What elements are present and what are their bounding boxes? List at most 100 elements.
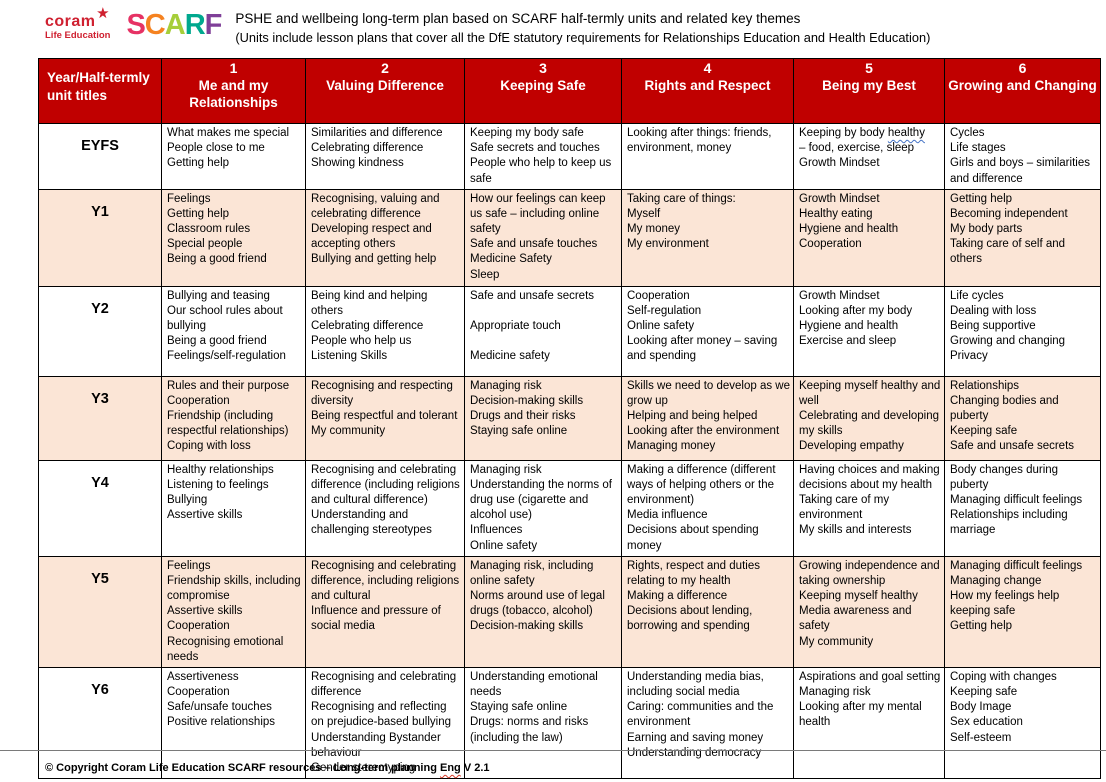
table-row-y1: Y1 Feelings Getting help Classroom rules…: [38, 188, 1101, 287]
cell-text: Keeping by body: [799, 127, 888, 139]
cell: Keeping my body safe Safe secrets and to…: [464, 123, 622, 190]
col-header-label: Valuing Difference: [326, 78, 444, 94]
table-row-y4: Y4 Healthy relationships Listening to fe…: [38, 459, 1101, 557]
header-row: Year/Half-termly unit titles 1 Me and my …: [38, 58, 1101, 124]
row-label-y2: Y2: [38, 285, 162, 377]
cell: Assertiveness Cooperation Safe/unsafe to…: [161, 666, 306, 780]
table-row-y5: Y5 Feelings Friendship skills, including…: [38, 555, 1101, 668]
row-label-y3: Y3: [38, 375, 162, 461]
cell: Bullying and teasing Our school rules ab…: [161, 285, 306, 377]
cell: Relationships Changing bodies and pubert…: [944, 375, 1101, 461]
document-subtitle: (Units include lesson plans that cover a…: [235, 29, 931, 45]
col-header-4: 4 Rights and Respect: [621, 58, 794, 124]
row-label-y4: Y4: [38, 459, 162, 557]
scarf-letter-4: F: [204, 9, 223, 41]
scarf-letter-2: A: [164, 9, 186, 41]
cell: Safe and unsafe secrets Appropriate touc…: [464, 285, 622, 377]
spellcheck-underlined-word: Eng: [439, 762, 461, 774]
col-header-label: Keeping Safe: [500, 78, 586, 94]
cell: Cycles Life stages Girls and boys – simi…: [944, 123, 1101, 190]
col-header-number: 6: [1018, 60, 1027, 76]
cell: Similarities and difference Celebrating …: [305, 123, 465, 190]
cell: Recognising and celebrating difference R…: [305, 666, 465, 780]
scarf-letter-1: C: [144, 9, 166, 41]
cell: Managing risk, including online safety N…: [464, 555, 622, 668]
col-header-5: 5 Being my Best: [793, 58, 945, 124]
cell: Rules and their purpose Cooperation Frie…: [161, 375, 306, 461]
table-row-y6: Y6 Assertiveness Cooperation Safe/unsafe…: [38, 666, 1101, 780]
coram-logo-text: coram: [45, 13, 96, 31]
col-header-label: Being my Best: [822, 78, 916, 94]
cell: Understanding emotional needs Staying sa…: [464, 666, 622, 780]
cell: Growing independence and taking ownershi…: [793, 555, 945, 668]
cell: Having choices and making decisions abou…: [793, 459, 945, 557]
spellcheck-underlined-word: healthy: [887, 127, 925, 139]
star-icon: ★: [96, 5, 110, 23]
cell: Recognising and respecting diversity Bei…: [305, 375, 465, 461]
scarf-letter-3: R: [184, 9, 206, 41]
coram-logo-subtext: Life Education: [45, 30, 111, 42]
cell: Feelings Getting help Classroom rules Sp…: [161, 188, 306, 287]
cell: Feelings Friendship skills, including co…: [161, 555, 306, 668]
cell-text: – food, exercise, sleep Growth Mindset: [799, 142, 915, 170]
table-row-eyfs: EYFS What makes me special People close …: [38, 123, 1101, 190]
cell: Managing risk Decision-making skills Dru…: [464, 375, 622, 461]
col-header-label: Year/Half-termly unit titles: [47, 70, 150, 103]
document-title: PSHE and wellbeing long-term plan based …: [235, 11, 801, 26]
copyright-suffix: V 2.1: [460, 762, 490, 774]
cell: Keeping by body healthy – food, exercise,…: [793, 123, 945, 190]
col-header-3: 3 Keeping Safe: [464, 58, 622, 124]
row-label-y5: Y5: [38, 555, 162, 668]
col-header-label: Me and my Relationships: [189, 78, 278, 111]
cell: Recognising and celebrating difference (…: [305, 459, 465, 557]
copyright-text: © Copyright Coram Life Education SCARF r…: [45, 762, 490, 774]
cell: Getting help Becoming independent My bod…: [944, 188, 1101, 287]
cell: Skills we need to develop as we grow up …: [621, 375, 794, 461]
col-header-label: Rights and Respect: [644, 78, 771, 94]
table-row-y3: Y3 Rules and their purpose Cooperation F…: [38, 375, 1101, 461]
col-header-year-titles: Year/Half-termly unit titles: [38, 58, 162, 124]
row-label-y6: Y6: [38, 666, 162, 780]
cell: How our feelings can keep us safe – incl…: [464, 188, 622, 287]
col-header-1: 1 Me and my Relationships: [161, 58, 306, 124]
cell: Recognising and celebrating difference, …: [305, 555, 465, 668]
cell: Cooperation Self-regulation Online safet…: [621, 285, 794, 377]
scarf-letter-0: S: [126, 9, 145, 41]
cell: Managing risk Understanding the norms of…: [464, 459, 622, 557]
col-header-number: 4: [703, 60, 712, 76]
cell: Managing difficult feelings Managing cha…: [944, 555, 1101, 668]
row-label-eyfs: EYFS: [38, 123, 162, 190]
col-header-label: Growing and Changing: [948, 78, 1097, 94]
cell: Life cycles Dealing with loss Being supp…: [944, 285, 1101, 377]
col-header-6: 6 Growing and Changing: [944, 58, 1101, 124]
col-header-number: 2: [381, 60, 389, 76]
cell: Coping with changes Keeping safe Body Im…: [944, 666, 1101, 780]
footer-divider: [0, 750, 1106, 751]
cell: Taking care of things: Myself My money M…: [621, 188, 794, 287]
cell: Rights, respect and duties relating to m…: [621, 555, 794, 668]
cell: What makes me special People close to me…: [161, 123, 306, 190]
cell: Understanding media bias, including soci…: [621, 666, 794, 780]
col-header-number: 3: [539, 60, 547, 76]
cell: Making a difference (different ways of h…: [621, 459, 794, 557]
col-header-number: 1: [229, 60, 238, 76]
cell: Growth Mindset Healthy eating Hygiene an…: [793, 188, 945, 287]
cell: Growth Mindset Looking after my body Hyg…: [793, 285, 945, 377]
cell: Being kind and helping others Celebratin…: [305, 285, 465, 377]
long-term-plan-table: Year/Half-termly unit titles 1 Me and my …: [38, 58, 1101, 780]
copyright-prefix: © Copyright Coram Life Education SCARF r…: [45, 762, 440, 774]
cell: Keeping myself healthy and well Celebrat…: [793, 375, 945, 461]
col-header-2: 2 Valuing Difference: [305, 58, 465, 124]
coram-life-education-logo: coram ★ Life Education: [45, 5, 111, 42]
col-header-number: 5: [865, 60, 873, 76]
cell: Body changes during puberty Managing dif…: [944, 459, 1101, 557]
document-title-block: PSHE and wellbeing long-term plan based …: [235, 7, 930, 46]
cell: Looking after things: friends, environme…: [621, 123, 794, 190]
cell: Recognising, valuing and celebrating dif…: [305, 188, 465, 287]
row-label-y1: Y1: [38, 188, 162, 287]
cell: Aspirations and goal setting Managing ri…: [793, 666, 945, 780]
